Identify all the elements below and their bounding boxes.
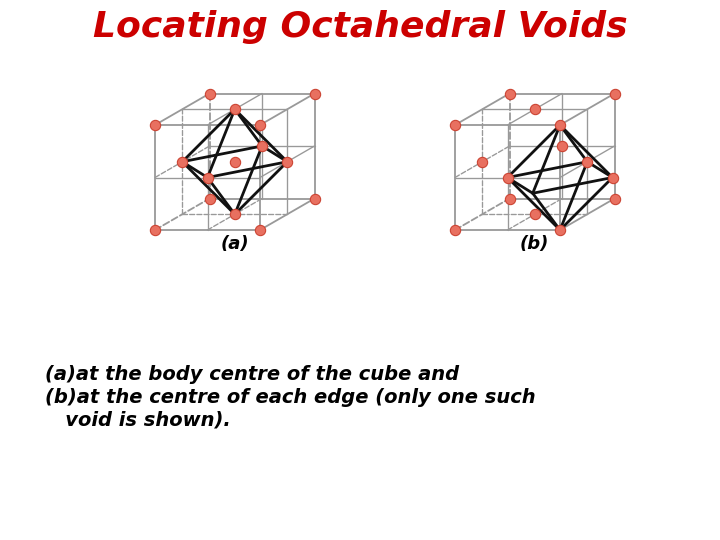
Point <box>254 120 266 129</box>
Point <box>554 226 566 234</box>
Point <box>204 89 215 98</box>
Point <box>229 105 240 113</box>
Point <box>557 141 568 150</box>
Point <box>204 194 215 203</box>
Point <box>554 120 566 129</box>
Point <box>202 173 213 182</box>
Point <box>176 158 188 166</box>
Text: (a)at the body centre of the cube and: (a)at the body centre of the cube and <box>45 365 459 384</box>
Point <box>609 89 621 98</box>
Point <box>607 173 618 182</box>
Point <box>477 158 488 166</box>
Point <box>309 194 320 203</box>
Point <box>229 158 240 166</box>
Point <box>449 226 461 234</box>
Text: Locating Octahedral Voids: Locating Octahedral Voids <box>93 10 627 44</box>
Text: void is shown).: void is shown). <box>45 411 230 430</box>
Point <box>582 158 593 166</box>
Point <box>256 141 268 150</box>
Point <box>229 210 240 219</box>
Point <box>449 120 461 129</box>
Point <box>149 120 161 129</box>
Text: (b): (b) <box>520 235 549 253</box>
Point <box>504 194 516 203</box>
Point <box>504 89 516 98</box>
Text: (a): (a) <box>220 235 249 253</box>
Point <box>149 226 161 234</box>
Point <box>254 226 266 234</box>
Point <box>529 210 541 219</box>
Point <box>529 105 541 113</box>
Text: (b)at the centre of each edge (only one such: (b)at the centre of each edge (only one … <box>45 388 536 407</box>
Point <box>309 89 320 98</box>
Point <box>502 173 513 182</box>
Point <box>282 158 293 166</box>
Point <box>609 194 621 203</box>
